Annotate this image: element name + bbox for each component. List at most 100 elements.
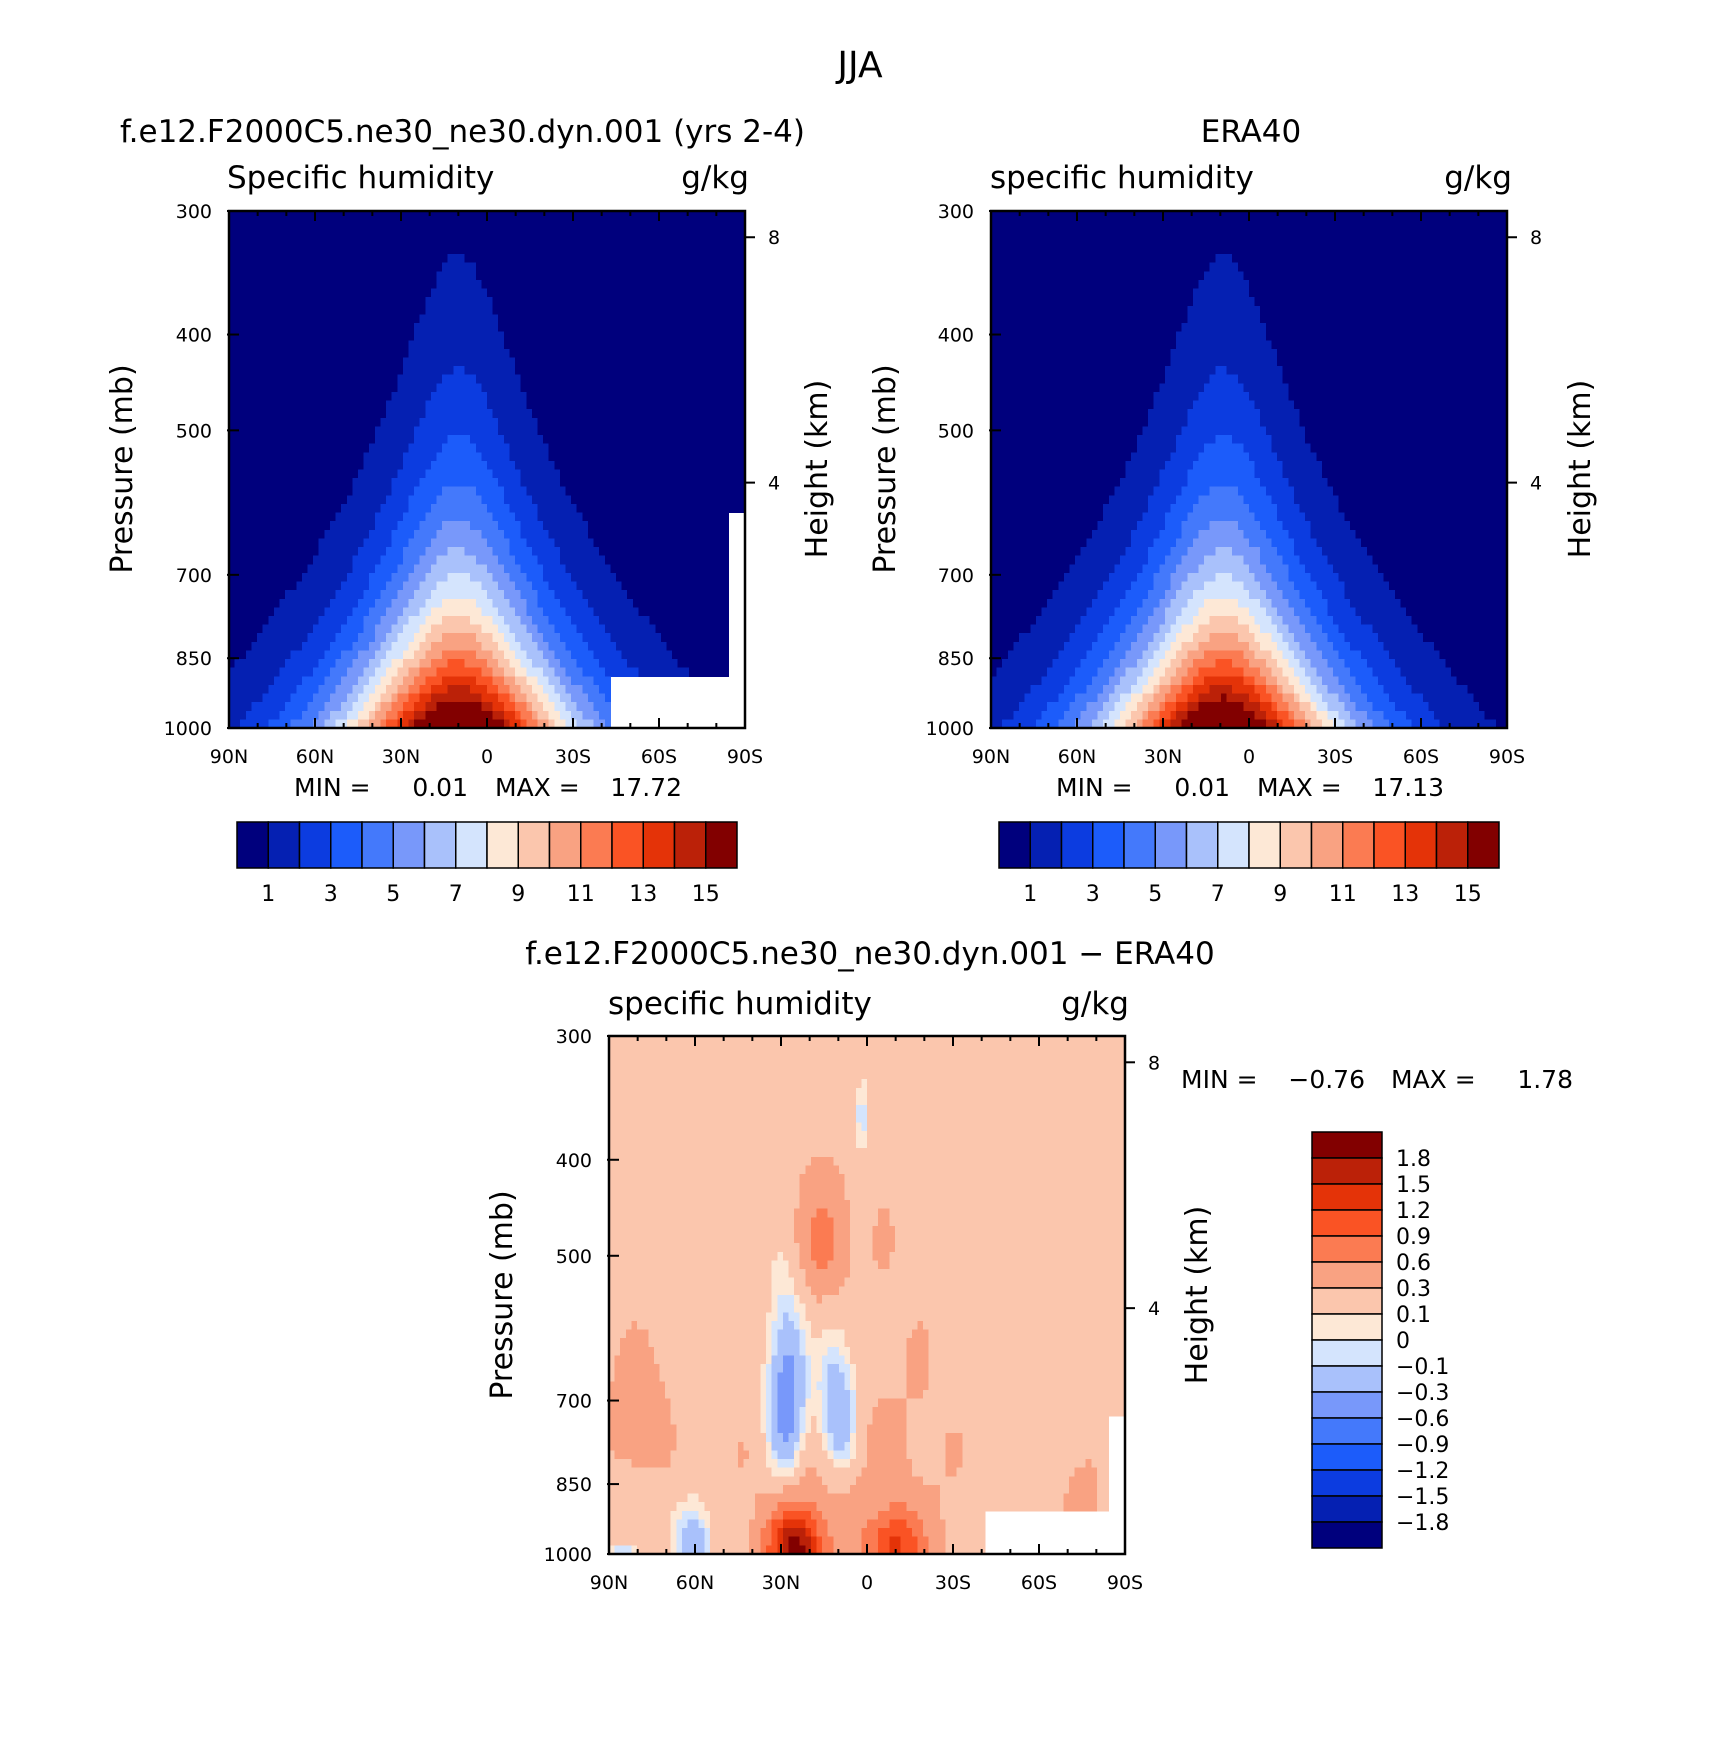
difference-field-row [609,1156,1126,1167]
obs-field-cell [1142,684,1155,695]
difference-field-cell [928,1536,947,1546]
model-field-cell [470,435,505,445]
model-field-cell [380,555,404,565]
model-field-cell [537,710,550,720]
panel-model-colorbar-label: 9 [511,882,525,907]
panel-model-colorbar-box [705,821,738,869]
model-field-cell [391,641,410,652]
obs-field-cell [1265,590,1284,600]
obs-field-row [991,624,1508,634]
obs-field-cell [1226,693,1250,703]
obs-field-cell [1091,719,1104,729]
obs-field-cell [1204,555,1244,565]
difference-field-cell [838,1364,851,1374]
difference-field-cell [609,1191,801,1201]
obs-field-cell [991,547,1082,557]
difference-field-cell [760,1364,767,1374]
model-field-cell [498,417,539,428]
obs-field-cell [1232,254,1508,264]
obs-field-cell [991,633,1020,643]
obs-field-cell [1293,400,1508,410]
model-field-cell [492,572,511,583]
panel-model-colorbar-box [423,821,457,869]
model-field-cell [475,486,505,496]
obs-field-cell [1187,650,1205,660]
difference-field-cell [609,1441,677,1451]
model-field-row [229,262,746,272]
model-field-cell [369,659,382,669]
obs-field-cell [1198,279,1250,290]
difference-field-cell [805,1415,812,1426]
difference-field-row [609,1355,1126,1365]
panel-model-max-label: MAX = [495,773,580,802]
difference-field-row [609,1208,1126,1218]
model-field-row [229,529,729,540]
model-field-cell [380,702,393,712]
difference-field-cell [609,1467,773,1477]
model-field-cell [268,719,292,729]
difference-field-cell [850,1217,879,1227]
model-field-cell [531,633,544,643]
model-field-cell [492,305,746,315]
model-field-cell [430,538,488,548]
difference-field-cell [827,1346,840,1357]
obs-field-cell [1187,417,1261,428]
obs-field-cell [1349,667,1373,677]
model-field-cell [492,633,505,643]
model-field-cell [229,236,746,247]
difference-field-cell [867,1130,1126,1141]
model-field-cell [419,314,499,324]
obs-field-cell [1310,659,1329,669]
obs-field-cell [1277,641,1289,652]
model-field-cell [402,357,516,367]
obs-field-cell [1338,693,1351,703]
model-field-cell [229,366,404,376]
obs-field-cell [1254,469,1284,479]
model-field-row [229,702,611,712]
model-x-tick-label: 90S [727,746,763,768]
model-field-cell [582,667,606,677]
model-field-cell [425,633,443,643]
difference-field-cell [665,1381,762,1391]
model-field-cell [279,710,303,720]
model-field-cell [548,452,746,462]
obs-field-cell [1310,529,1357,540]
obs-field-cell [1170,348,1278,359]
difference-field-cell [822,1545,834,1555]
obs-field-cell [1316,710,1329,720]
model-field-cell [559,469,746,479]
panel-obs-colorbar-label: 9 [1273,882,1287,907]
difference-field-cell [850,1243,874,1253]
model-x-tick-label: 60S [641,746,677,768]
panel-difference-colorbar-box [1311,1495,1383,1523]
obs-field-row [991,409,1508,419]
difference-field-row [609,1225,1126,1236]
difference-field-cell [609,1338,621,1348]
difference-field-row [609,1338,1126,1348]
obs-field-cell [1254,633,1273,643]
obs-field-cell [991,702,1020,712]
difference-x-tick-label: 90N [590,1572,628,1594]
model-field-cell [537,426,746,436]
model-field-cell [593,607,640,617]
obs-field-cell [991,710,1015,720]
obs-field-cell [991,667,998,677]
panel-difference-colorbar: 1.81.51.20.90.60.30.10−0.1−0.3−0.6−0.9−1… [1311,1131,1449,1549]
difference-field-cell [878,1260,891,1270]
model-field-cell [492,598,511,608]
obs-field-row [991,598,1508,608]
model-field-cell [487,564,505,574]
difference-field-cell [850,1234,874,1244]
difference-field-row [609,1295,1126,1305]
model-field-cell [408,684,421,695]
obs-field-cell [1204,676,1244,686]
difference-field-cell [810,1286,840,1296]
panel-obs-colorbar: 1 3 5 7 9 11 13 15 [998,821,1500,907]
difference-field-cell [855,1122,862,1132]
difference-field-cell [799,1329,806,1339]
difference-field-cell [760,1528,773,1538]
model-field-cell [397,590,415,600]
difference-field-cell [833,1545,862,1555]
model-field-cell [374,624,393,634]
panel-difference-colorbar-box [1311,1365,1383,1393]
